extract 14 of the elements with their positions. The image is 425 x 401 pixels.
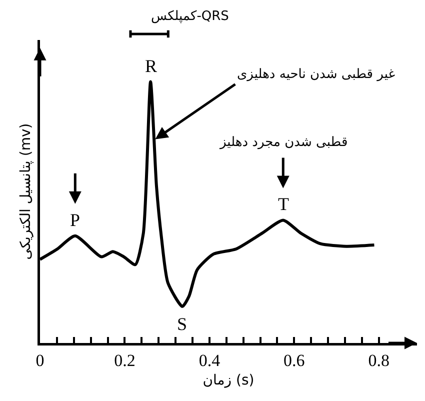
annotation: T (278, 194, 289, 214)
annotation: S (177, 314, 188, 334)
x-tick-label: 0.4 (198, 350, 221, 370)
text: کمپلکس-QRS (151, 9, 229, 24)
x-tick-label: 0.8 (368, 350, 390, 370)
x-tick-label: 0.2 (114, 350, 136, 370)
y-axis-title: پتانسیل الکتریکی (mv) (18, 123, 34, 260)
x-tick-label: 0 (36, 350, 44, 370)
annotation: قطبی شدن مجرد دهلیز (219, 135, 348, 150)
annotation: R (145, 56, 158, 76)
x-axis-title: زمان (s) (202, 372, 254, 388)
annotation: غیر قطبی شدن ناحیه دهلیزی (237, 67, 396, 82)
x-tick-label: 0.6 (284, 350, 305, 370)
annotation: P (70, 210, 80, 230)
